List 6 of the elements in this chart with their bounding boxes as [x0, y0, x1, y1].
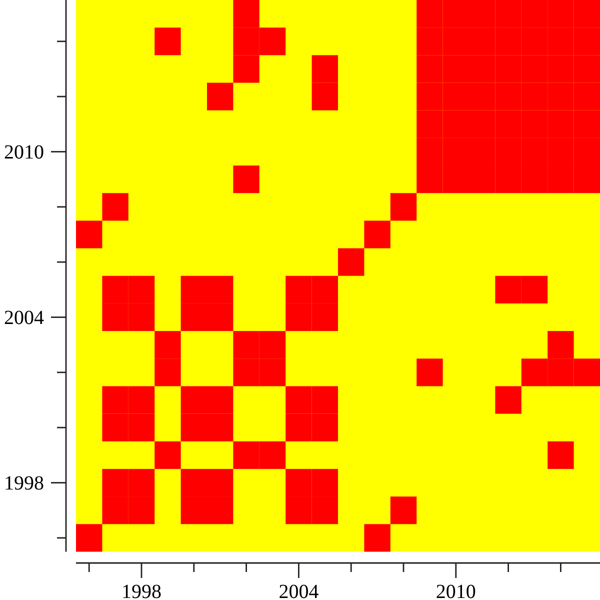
x-tick-label: 1998	[122, 581, 162, 600]
x-tick-label: 2004	[278, 581, 319, 600]
y-tick-label: 2010	[4, 142, 44, 164]
y-tick-label: 1998	[4, 472, 44, 495]
y-tick-label: 2004	[4, 307, 44, 330]
x-tick-label: 2010	[436, 581, 476, 600]
